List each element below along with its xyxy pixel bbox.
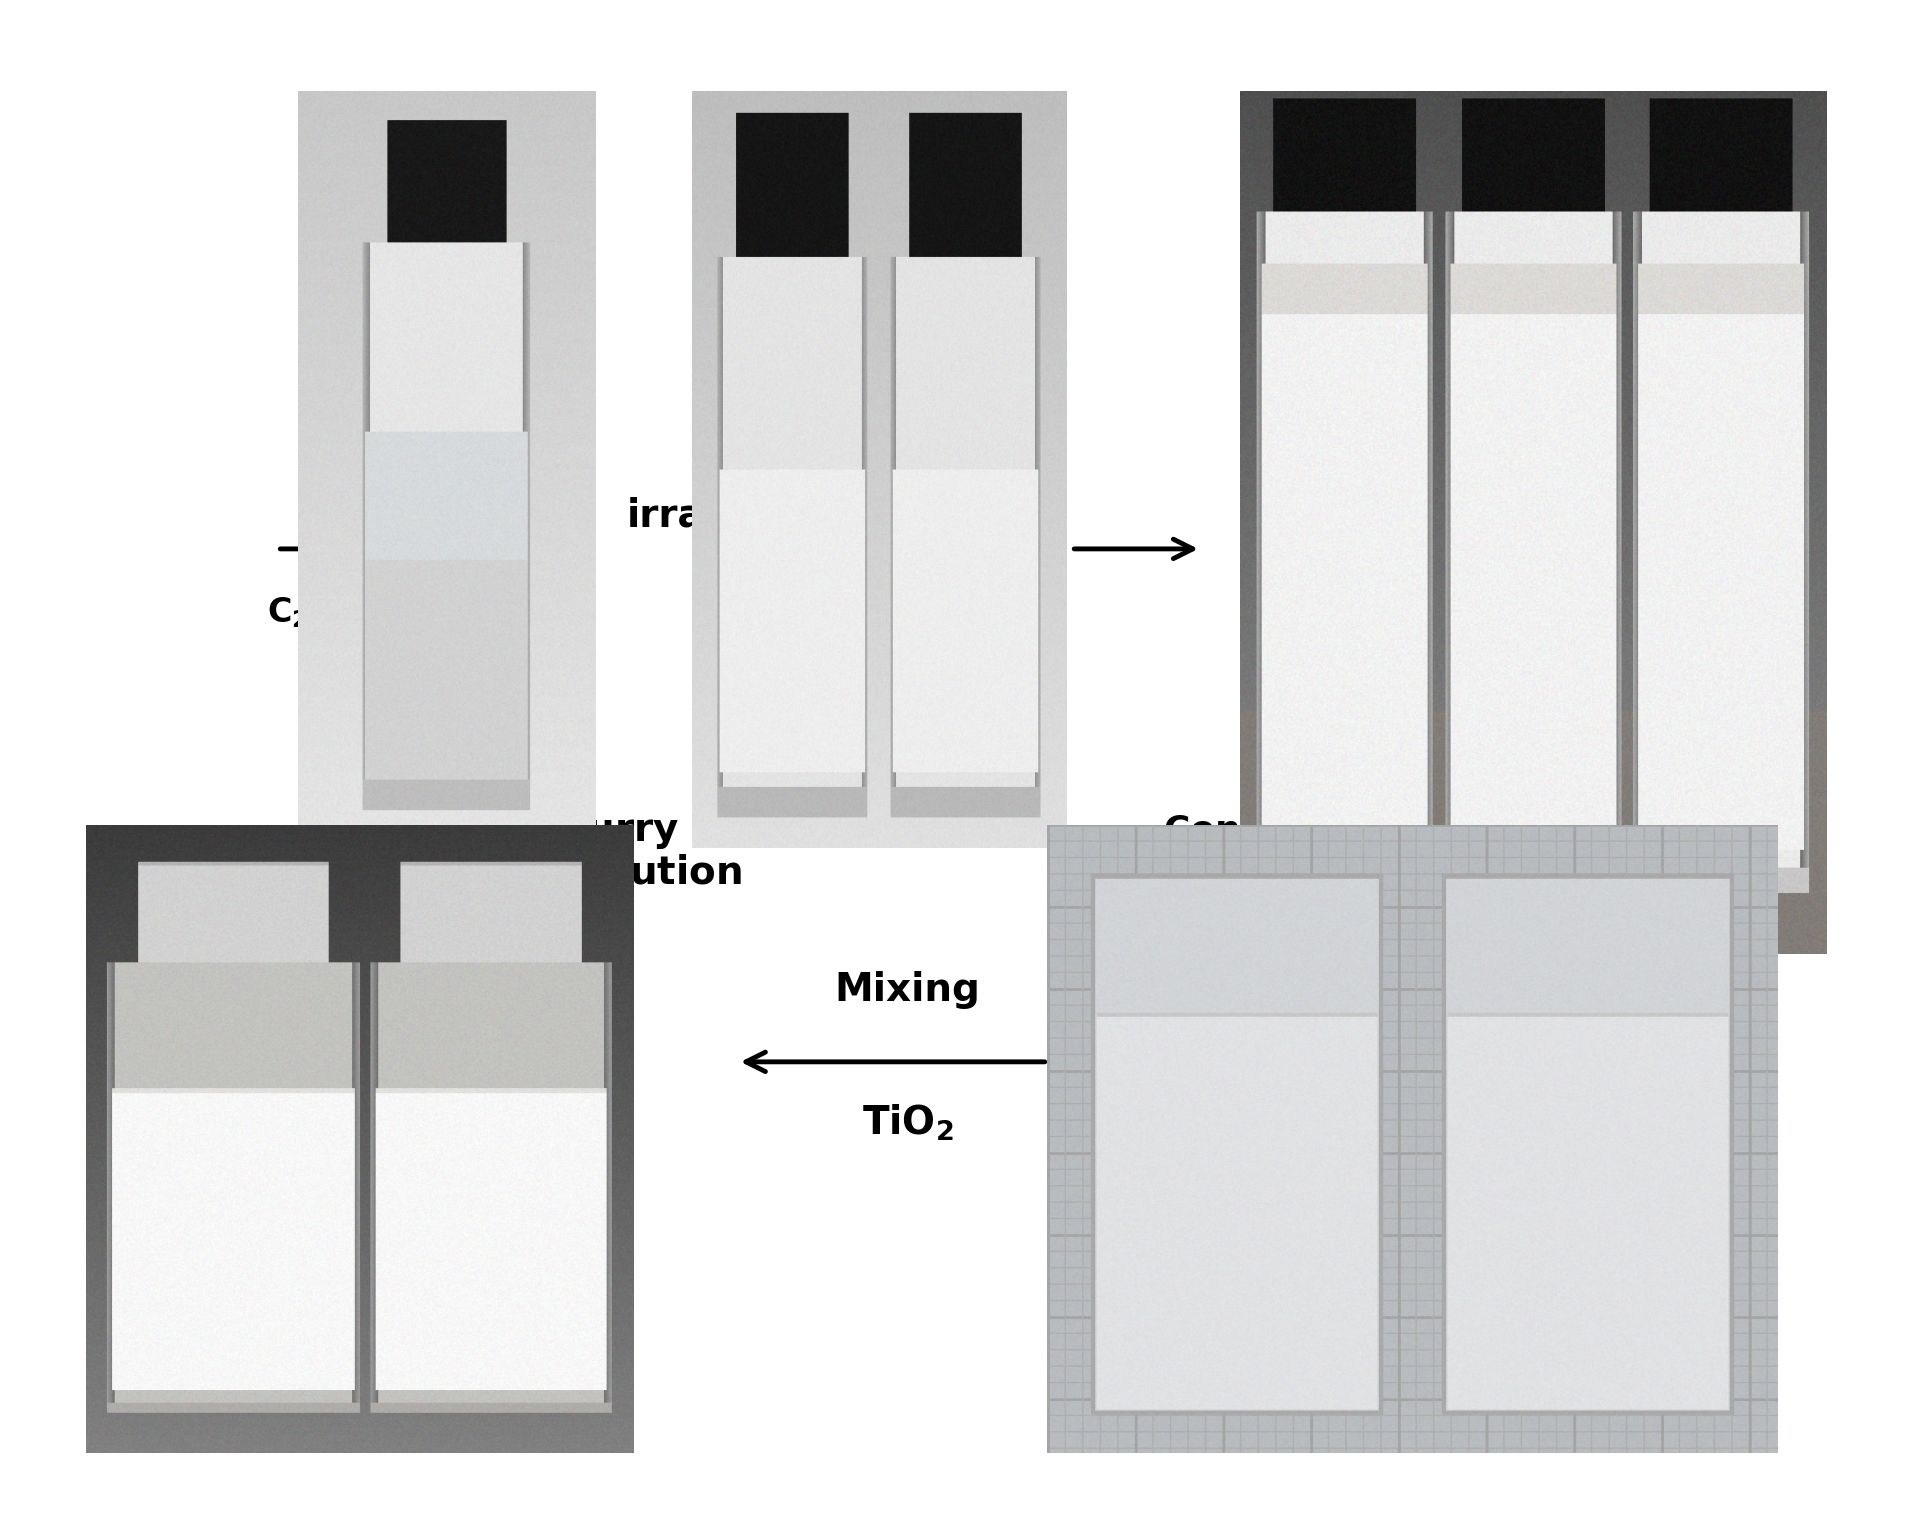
Text: $\mathbf{NbCl_5}$ solution: $\mathbf{NbCl_5}$ solution <box>431 852 742 892</box>
Text: UV
irradiation: UV irradiation <box>627 450 857 534</box>
Text: Centrifugate: Centrifugate <box>1432 812 1709 849</box>
Text: Mixing: Mixing <box>834 972 980 1010</box>
Text: $\mathbf{NbCl_5}$: $\mathbf{NbCl_5}$ <box>323 457 444 497</box>
Text: Containing Nb  Gel: Containing Nb Gel <box>1165 813 1545 848</box>
Text: $\mathbf{C_2H_6O, H_2O}$: $\mathbf{C_2H_6O, H_2O}$ <box>267 595 477 630</box>
Text: $\mathbf{TiO_2}$-Nb slurry: $\mathbf{TiO_2}$-Nb slurry <box>367 808 680 851</box>
Text: $\mathbf{TiO_2}$: $\mathbf{TiO_2}$ <box>861 1102 953 1143</box>
